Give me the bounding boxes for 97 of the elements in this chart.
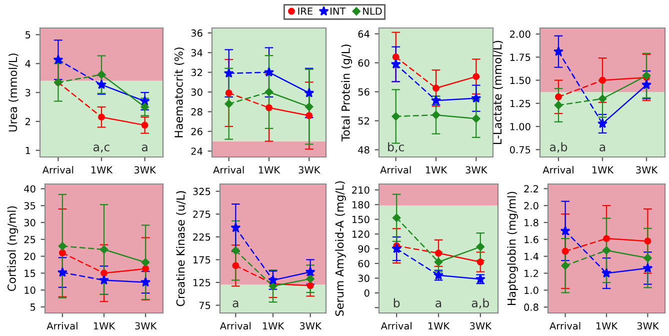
y-tick-label: 10 — [24, 286, 36, 294]
x-tick-label: 1WK — [91, 166, 113, 174]
y-tick-label: 4 — [25, 60, 30, 68]
x-tick-label: 1WK — [258, 166, 280, 174]
annotation: a — [436, 300, 442, 308]
x-tick-label: 1WK — [428, 322, 450, 330]
y-tick-label: 52 — [358, 117, 369, 125]
y-tick-label: 25 — [24, 236, 36, 244]
y-axis-title: Cortisol (ng/ml) — [7, 206, 18, 291]
annotation: a,b — [472, 298, 489, 309]
y-tick-label: 1 — [26, 146, 30, 154]
y-tick-label: 0 — [364, 289, 370, 297]
y-axis-title: Total Protein (g/L) — [341, 44, 352, 142]
x-tick-label: 3WK — [298, 166, 320, 174]
y-tick-label: 30 — [358, 274, 370, 282]
y-tick-label: 1.75 — [510, 54, 530, 61]
y-tick-label: 28 — [191, 108, 202, 116]
y-tick-label: 32 — [191, 68, 202, 76]
annotation: a,b — [550, 142, 568, 153]
y-tick-label: 1.4 — [524, 252, 538, 260]
y-axis-title: Serum Amyloid-A (mg/L) — [335, 181, 346, 316]
y-tick-label: 36 — [191, 29, 202, 37]
y-tick-label: 225 — [193, 233, 210, 241]
x-tick-label: 3WK — [466, 166, 488, 174]
y-tick-label: 0.75 — [510, 146, 530, 154]
y-axis-title: Urea (mmol/L) — [8, 54, 18, 132]
x-tick-label: 1WK — [426, 166, 448, 174]
legend-label: NLD — [363, 8, 382, 15]
x-tick-label: 1WK — [94, 322, 116, 330]
y-tick-label: 34 — [191, 49, 202, 56]
annotation: a — [142, 144, 148, 152]
y-tick-label: 75 — [199, 302, 210, 310]
y-tick-label: 3 — [26, 88, 30, 96]
y-axis-title: L-Lactate (mmol/L) — [493, 40, 503, 144]
y-tick-label: 60 — [358, 260, 370, 268]
y-tick-label: 325 — [193, 188, 210, 196]
x-tick-label: 1WK — [592, 166, 614, 174]
x-tick-label: 3WK — [637, 322, 659, 330]
legend-label: IRE — [298, 8, 312, 15]
y-tick-label: 90 — [358, 245, 370, 253]
y-tick-label: 150 — [352, 216, 370, 224]
x-tick-label: Arrival — [220, 322, 251, 330]
y-tick-label: 175 — [193, 256, 210, 264]
y-tick-label: 64 — [358, 30, 370, 38]
x-tick-label: Arrival — [42, 166, 74, 174]
y-tick-label: 1.50 — [510, 76, 530, 84]
x-tick-label: 3WK — [300, 322, 322, 330]
y-tick-label: 2.00 — [510, 30, 530, 38]
y-tick-label: 1.6 — [524, 236, 538, 244]
legend-label: INT — [330, 8, 346, 15]
y-tick-label: 2.0 — [524, 202, 538, 210]
y-tick-label: 1.2 — [524, 270, 538, 277]
x-tick-label: 3WK — [636, 166, 658, 174]
y-tick-label: 2.2 — [524, 185, 538, 192]
y-tick-label: 275 — [193, 210, 210, 218]
x-tick-label: Arrival — [542, 166, 574, 174]
y-tick-label: 120 — [352, 230, 370, 238]
x-tick-label: 1WK — [262, 322, 284, 330]
y-tick-label: 60 — [358, 59, 370, 67]
x-tick-label: Arrival — [380, 322, 412, 330]
y-tick-label: 125 — [193, 278, 210, 286]
x-tick-label: Arrival — [46, 322, 78, 330]
y-tick-label: 35 — [24, 202, 36, 210]
x-tick-label: 3WK — [135, 322, 157, 330]
y-tick-label: 30 — [191, 88, 202, 96]
y-tick-label: 48 — [358, 146, 370, 154]
y-axis-title: Haptoglobin (mg/ml) — [507, 192, 518, 306]
y-tick-label: 24 — [191, 148, 202, 155]
y-tick-label: 20 — [24, 252, 36, 260]
y-tick-label: 26 — [191, 128, 202, 136]
x-tick-label: Arrival — [213, 166, 244, 174]
x-tick-label: Arrival — [380, 166, 411, 174]
y-tick-label: 5 — [30, 304, 36, 311]
y-tick-label: 1.0 — [524, 286, 538, 294]
x-tick-label: Arrival — [550, 322, 580, 330]
y-tick-label: 56 — [358, 88, 370, 96]
x-tick-label: 1WK — [596, 322, 618, 330]
y-tick-label: 1.00 — [510, 122, 530, 130]
annotation: a,c — [93, 144, 110, 153]
x-tick-label: 3WK — [470, 322, 492, 330]
y-tick-label: 210 — [352, 186, 370, 194]
y-tick-label: 30 — [24, 218, 36, 226]
x-tick-label: 3WK — [134, 166, 156, 174]
annotation: a — [232, 300, 238, 308]
y-tick-label: 180 — [352, 201, 370, 208]
y-axis-title: Haematocrit (%) — [174, 48, 184, 138]
y-tick-label: 1.8 — [524, 218, 538, 226]
y-tick-label: 5 — [26, 31, 30, 38]
annotation: a — [600, 144, 606, 152]
annotation: b,c — [388, 142, 404, 153]
y-axis-title: Creatine Kinase (u/L) — [176, 191, 186, 306]
y-tick-label: 0.8 — [524, 304, 538, 311]
y-tick-label: 1.25 — [510, 100, 530, 108]
y-tick-label: 15 — [24, 270, 36, 277]
y-tick-label: 2 — [26, 118, 30, 126]
annotation: b — [394, 298, 400, 308]
y-tick-label: 40 — [24, 185, 36, 193]
